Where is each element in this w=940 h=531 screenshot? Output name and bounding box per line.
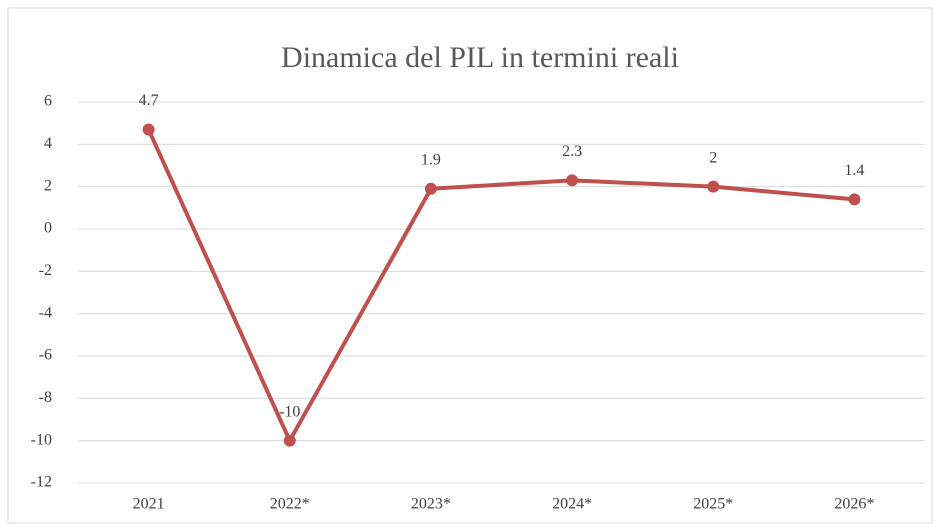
y-tick-label: -10 — [31, 431, 52, 448]
x-tick-label: 2023* — [411, 496, 451, 513]
chart-border — [7, 7, 933, 524]
y-tick-label: -2 — [39, 262, 52, 279]
data-point — [566, 174, 579, 187]
data-point — [707, 180, 720, 193]
x-tick-label: 2024* — [552, 496, 592, 513]
x-tick-label: 2021 — [133, 496, 165, 513]
data-label: -10 — [279, 403, 300, 420]
data-label: 1.4 — [844, 162, 864, 179]
y-tick-label: 4 — [44, 135, 52, 152]
y-tick-label: -6 — [39, 347, 52, 364]
x-tick-label: 2022* — [270, 496, 310, 513]
chart-title: Dinamica del PIL in termini reali — [281, 41, 679, 74]
data-point — [142, 123, 155, 136]
data-point — [424, 182, 437, 195]
x-tick-label: 2026* — [834, 496, 874, 513]
y-tick-label: 6 — [44, 93, 52, 110]
y-tick-label: -4 — [39, 304, 52, 321]
data-label: 2.3 — [562, 143, 582, 160]
y-tick-label: -8 — [39, 389, 52, 406]
y-tick-label: 2 — [44, 177, 52, 194]
data-point — [283, 434, 296, 447]
data-label: 2 — [709, 149, 717, 166]
data-label: 1.9 — [421, 151, 441, 168]
y-tick-label: -12 — [31, 474, 52, 491]
y-tick-label: 0 — [44, 220, 52, 237]
x-tick-label: 2025* — [693, 496, 733, 513]
data-point — [848, 193, 861, 206]
data-line — [146, 128, 855, 443]
data-label: 4.7 — [139, 92, 159, 109]
